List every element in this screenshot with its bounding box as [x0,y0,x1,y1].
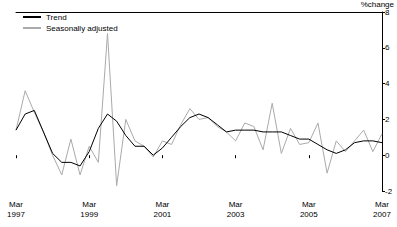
svg-text:Mar: Mar [9,200,23,209]
svg-text:1999: 1999 [80,210,98,219]
svg-text:%change: %change [361,0,395,9]
svg-text:2007: 2007 [373,210,391,219]
svg-text:-2: -2 [385,187,393,196]
svg-text:0: 0 [385,151,390,160]
svg-text:Mar: Mar [229,200,243,209]
svg-text:Trend: Trend [46,13,67,22]
svg-text:4: 4 [385,79,390,88]
svg-text:Seasonally adjusted: Seasonally adjusted [46,24,118,33]
svg-text:Mar: Mar [375,200,389,209]
svg-text:2005: 2005 [300,210,318,219]
svg-text:Mar: Mar [156,200,170,209]
svg-text:2003: 2003 [227,210,245,219]
svg-text:6: 6 [385,43,390,52]
svg-text:Mar: Mar [302,200,316,209]
svg-text:1997: 1997 [7,210,25,219]
svg-text:2: 2 [385,115,390,124]
svg-text:Mar: Mar [82,200,96,209]
svg-text:2001: 2001 [154,210,172,219]
svg-text:8: 8 [385,8,390,17]
